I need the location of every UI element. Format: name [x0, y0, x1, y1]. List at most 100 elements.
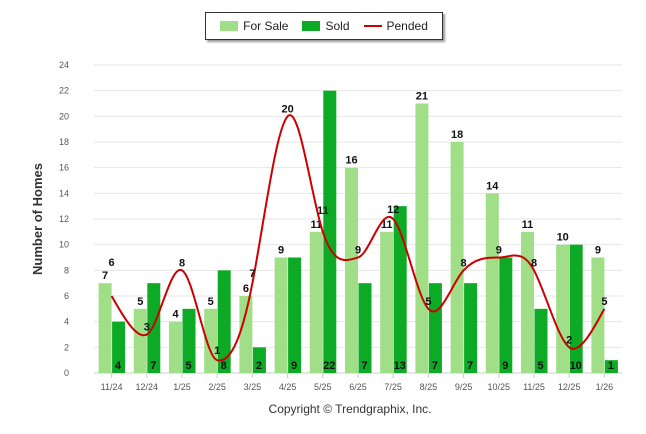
data-label-sold: 5	[185, 360, 191, 372]
y-tick-label: 4	[64, 317, 69, 327]
bar-sold	[288, 257, 302, 373]
x-tick-label: 9/25	[455, 382, 473, 392]
y-tick-label: 18	[59, 137, 69, 147]
data-label-for-sale: 5	[208, 296, 214, 308]
bar-sold	[358, 283, 372, 373]
bar-sold	[499, 257, 513, 373]
legend-item-sold[interactable]: Sold	[302, 19, 350, 33]
bar-sold	[428, 283, 442, 373]
bar-for-sale	[591, 257, 605, 373]
bar-for-sale	[345, 167, 358, 373]
data-label-for-sale: 9	[595, 245, 601, 257]
data-label-sold: 8	[221, 360, 227, 372]
bar-sold	[464, 283, 478, 373]
bar-sold	[252, 347, 266, 373]
y-tick-label: 2	[64, 342, 69, 352]
data-label-pended: 11	[317, 205, 329, 217]
data-label-for-sale: 18	[451, 129, 463, 141]
x-tick-label: 1/26	[596, 382, 614, 392]
bar-for-sale	[380, 231, 394, 373]
y-axis-title: Number of Homes	[30, 163, 45, 275]
bar-sold	[604, 360, 618, 373]
data-label-pended: 12	[387, 204, 399, 216]
bar-for-sale	[98, 283, 112, 373]
data-label-for-sale: 9	[278, 245, 284, 257]
bar-sold	[217, 270, 231, 373]
x-tick-label: 12/25	[558, 382, 581, 392]
data-label-pended: 5	[425, 296, 431, 308]
bar-for-sale	[169, 321, 182, 373]
data-label-pended: 2	[566, 334, 572, 346]
data-label-for-sale: 11	[310, 219, 322, 231]
data-label-for-sale: 5	[137, 296, 143, 308]
data-label-pended: 1	[214, 345, 220, 357]
x-tick-label: 5/25	[314, 382, 332, 392]
y-tick-label: 24	[59, 60, 69, 70]
data-label-for-sale: 11	[522, 219, 534, 231]
data-label-pended: 9	[496, 245, 502, 257]
legend-swatch-sold	[302, 21, 321, 31]
data-label-pended: 7	[249, 268, 255, 280]
y-tick-label: 10	[59, 240, 69, 250]
data-label-pended: 5	[601, 296, 607, 308]
data-label-sold: 22	[323, 360, 335, 372]
legend-item-for-sale[interactable]: For Sale	[220, 19, 288, 33]
x-tick-label: 2/25	[208, 382, 226, 392]
y-tick-label: 14	[59, 188, 69, 198]
y-tick-label: 12	[59, 214, 69, 224]
data-label-pended: 6	[109, 257, 115, 269]
data-label-sold: 4	[115, 360, 122, 372]
bar-sold	[569, 244, 583, 373]
data-label-sold: 10	[570, 360, 582, 372]
bar-for-sale	[133, 308, 147, 373]
data-label-sold: 7	[467, 360, 473, 372]
x-tick-label: 6/25	[349, 382, 367, 392]
data-label-for-sale: 7	[102, 270, 108, 282]
legend-item-pended[interactable]: Pended	[363, 19, 428, 33]
x-tick-label: 8/25	[420, 382, 438, 392]
bar-for-sale	[274, 257, 288, 373]
legend-swatch-for-sale	[220, 21, 239, 31]
x-tick-label: 1/25	[173, 382, 191, 392]
data-label-sold: 9	[291, 360, 297, 372]
y-tick-label: 22	[59, 86, 69, 96]
legend-label-for-sale: For Sale	[243, 19, 289, 33]
y-tick-label: 6	[64, 291, 69, 301]
x-tick-label: 11/24	[101, 382, 123, 392]
data-label-pended: 8	[531, 257, 537, 269]
bar-for-sale	[239, 296, 253, 373]
data-label-pended: 20	[281, 103, 293, 115]
data-label-for-sale: 16	[345, 155, 357, 167]
data-label-for-sale: 10	[557, 232, 569, 244]
copyright-text: Copyright © Trendgraphix, Inc.	[268, 402, 432, 416]
x-tick-label: 4/25	[279, 382, 297, 392]
bar-for-sale	[309, 231, 323, 373]
x-tick-label: 3/25	[244, 382, 262, 392]
y-tick-label: 8	[64, 265, 69, 275]
data-label-sold: 13	[394, 360, 406, 372]
data-label-for-sale: 14	[486, 180, 499, 192]
legend-label-pended: Pended	[386, 19, 428, 33]
data-label-sold: 5	[537, 360, 543, 372]
legend: For Sale Sold Pended	[205, 12, 443, 40]
bar-sold	[534, 308, 548, 373]
bar-sold	[112, 321, 126, 373]
x-tick-label: 12/24	[136, 382, 159, 392]
data-label-for-sale: 6	[243, 283, 249, 295]
data-label-pended: 3	[144, 322, 150, 334]
data-label-sold: 7	[150, 360, 156, 372]
legend-swatch-pended	[363, 25, 382, 27]
data-label-sold: 7	[432, 360, 438, 372]
x-tick-label: 11/25	[523, 382, 545, 392]
data-label-for-sale: 4	[172, 309, 179, 321]
y-tick-label: 16	[59, 163, 69, 173]
legend-label-sold: Sold	[325, 19, 350, 33]
data-label-sold: 9	[502, 360, 508, 372]
bar-for-sale	[450, 142, 464, 373]
data-label-sold: 1	[608, 360, 614, 372]
bar-for-sale	[485, 193, 499, 373]
data-label-pended: 9	[355, 245, 361, 257]
x-tick-label: 7/25	[384, 382, 402, 392]
